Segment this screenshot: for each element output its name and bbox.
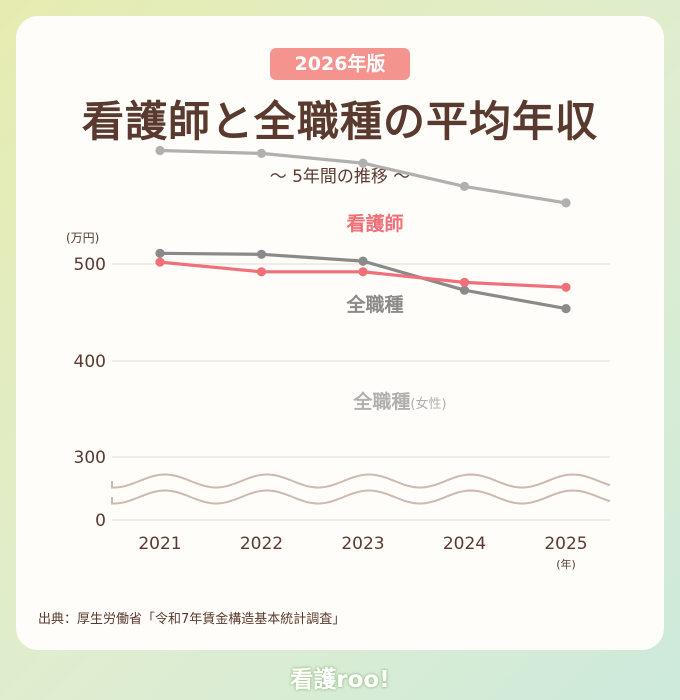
series-label-2: 全職種(女性) [352, 390, 446, 413]
data-point-s1-2021 [155, 248, 165, 258]
data-point-s2-2021 [155, 145, 165, 156]
x-axis-unit: (年) [556, 557, 576, 571]
series-label-0: 看護師 [345, 212, 403, 235]
series-label-note: (女性) [410, 396, 446, 412]
series-label-1: 全職種 [345, 293, 403, 316]
y-axis-unit: (万円) [66, 231, 100, 245]
data-point-s0-2024 [459, 277, 470, 287]
axis-break-wave-lower [111, 489, 611, 505]
data-point-s0-2021 [155, 257, 165, 267]
data-point-s1-2024 [459, 285, 470, 295]
y-tick-label-500: 500 [74, 255, 106, 275]
data-point-s0-2022 [256, 267, 267, 277]
data-point-s2-2024 [459, 181, 470, 191]
data-point-s1-2025 [561, 304, 571, 314]
card-panel [16, 16, 664, 650]
data-point-s2-2025 [561, 198, 571, 208]
data-point-s2-2023 [358, 158, 368, 168]
x-tick-label-2023: 2023 [341, 534, 384, 554]
series-line-2 [159, 148, 567, 205]
data-point-s1-2023 [358, 256, 368, 266]
page-title: 看護師と全職種の平均年収 [81, 97, 598, 146]
y-tick-label-400: 400 [74, 352, 106, 372]
x-tick-label-2025: 2025 [544, 534, 587, 554]
page-subtitle: ～ 5年間の推移 ～ [269, 167, 411, 187]
data-point-s2-2022 [256, 148, 267, 158]
x-tick-label-2021: 2021 [138, 534, 181, 554]
brand-logo: 看護roo! [290, 667, 390, 693]
data-point-s0-2025 [561, 282, 571, 292]
data-point-s1-2022 [256, 249, 267, 259]
data-point-s0-2023 [358, 267, 368, 277]
y-tick-label-300: 300 [74, 448, 106, 468]
x-tick-label-2024: 2024 [443, 534, 486, 554]
source-note: 出典：厚生労働省「令和7年賃金構造基本統計調査」 [38, 612, 346, 627]
y-tick-label-0: 0 [95, 511, 106, 531]
edition-badge: 2026年版 [270, 48, 410, 80]
axis-break-wave-upper [111, 473, 611, 489]
x-tick-label-2022: 2022 [240, 534, 283, 554]
